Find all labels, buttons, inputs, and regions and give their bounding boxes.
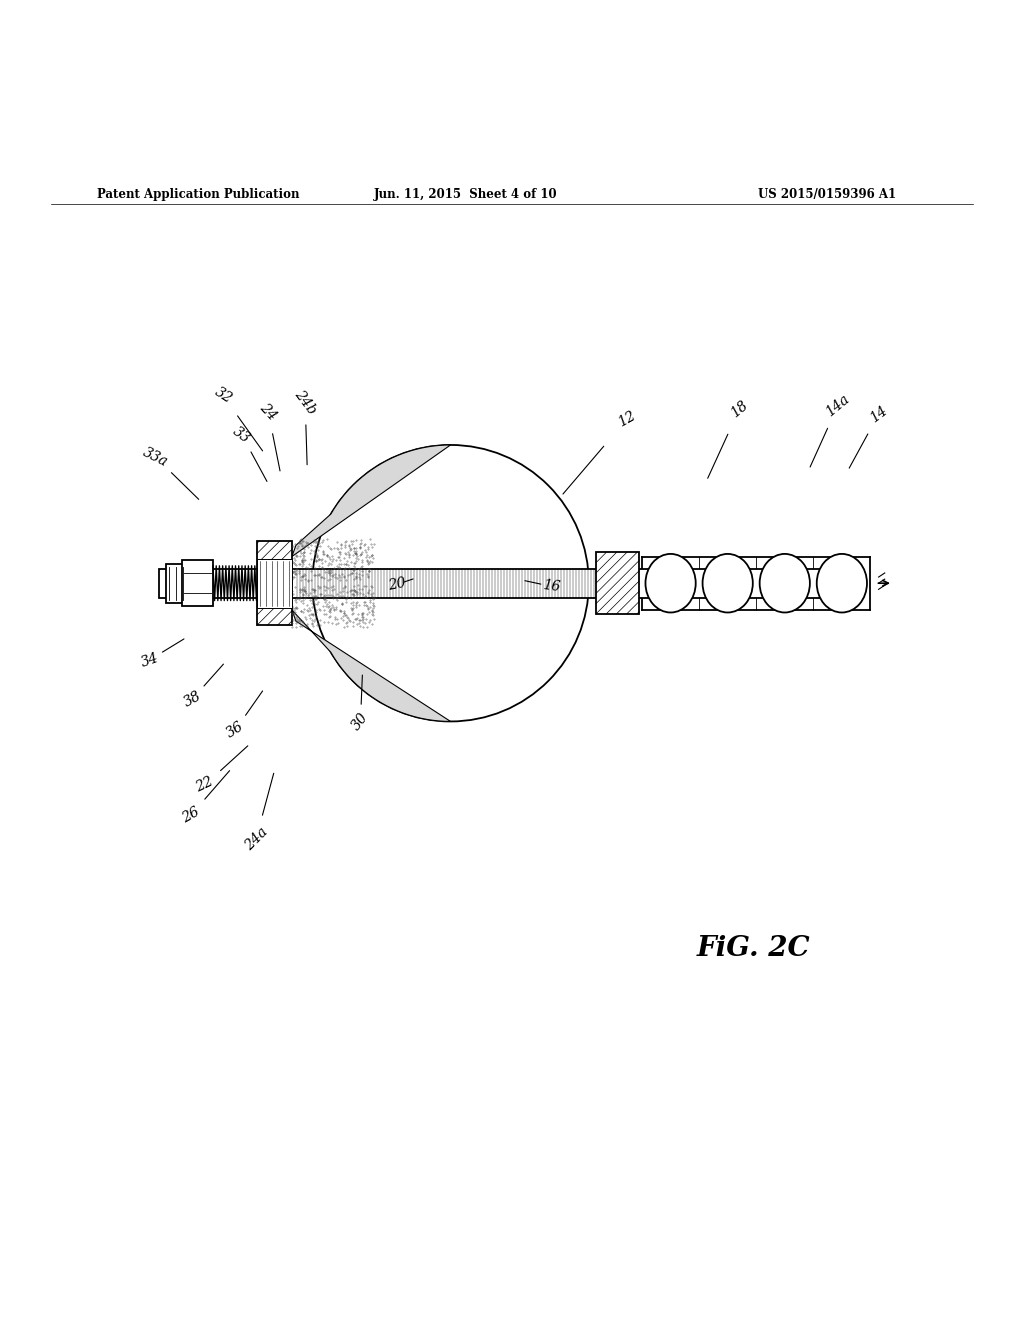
Text: 12: 12: [615, 409, 638, 430]
Text: 14a: 14a: [823, 392, 852, 420]
Ellipse shape: [760, 554, 810, 612]
Ellipse shape: [645, 554, 695, 612]
Circle shape: [312, 445, 589, 722]
Polygon shape: [292, 610, 451, 722]
Text: 33: 33: [230, 424, 253, 446]
Text: 32: 32: [212, 385, 234, 407]
Text: 24b: 24b: [292, 387, 318, 417]
Bar: [182, 560, 213, 606]
Bar: [596, 553, 639, 614]
Text: FiG. 2C: FiG. 2C: [696, 936, 810, 962]
Text: 33a: 33a: [141, 445, 170, 470]
Text: 24: 24: [257, 401, 280, 424]
Text: 22: 22: [194, 775, 216, 795]
Text: 36: 36: [224, 719, 247, 741]
Text: 16: 16: [542, 578, 560, 594]
Text: 38: 38: [181, 689, 204, 709]
Text: US 2015/0159396 A1: US 2015/0159396 A1: [758, 187, 896, 201]
Polygon shape: [292, 445, 451, 557]
Text: 26: 26: [179, 805, 202, 826]
Ellipse shape: [817, 554, 867, 612]
Bar: [166, 564, 186, 603]
Text: 34: 34: [139, 651, 160, 669]
Text: 24a: 24a: [242, 825, 270, 853]
Bar: [159, 569, 850, 598]
Bar: [257, 541, 292, 626]
Text: 14: 14: [867, 404, 890, 425]
Text: Jun. 11, 2015  Sheet 4 of 10: Jun. 11, 2015 Sheet 4 of 10: [374, 187, 558, 201]
Text: 30: 30: [349, 710, 372, 733]
Text: Patent Application Publication: Patent Application Publication: [97, 187, 300, 201]
Text: 20: 20: [387, 576, 408, 593]
Bar: [257, 558, 292, 607]
Text: 18: 18: [728, 399, 751, 420]
Ellipse shape: [702, 554, 753, 612]
